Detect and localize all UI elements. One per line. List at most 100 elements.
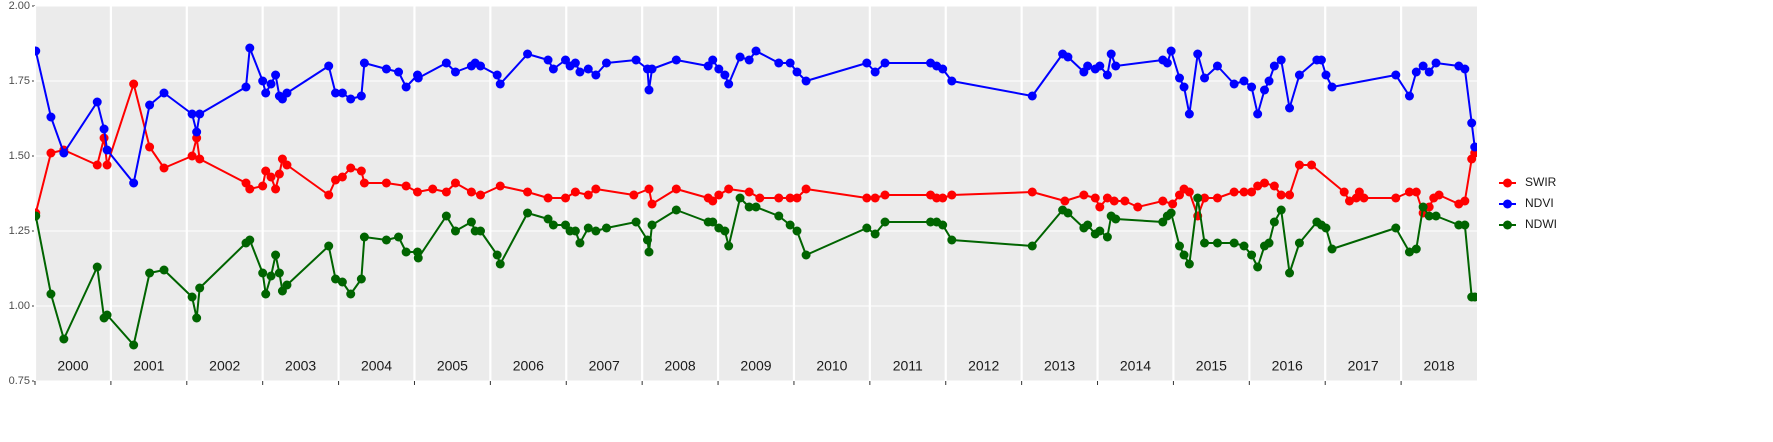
data-point xyxy=(870,193,880,203)
data-point xyxy=(1109,196,1119,206)
data-point xyxy=(1253,181,1263,191)
data-point xyxy=(282,160,292,170)
data-point xyxy=(1259,85,1269,95)
data-point xyxy=(785,58,795,68)
data-point xyxy=(862,58,872,68)
data-point xyxy=(774,193,784,203)
data-point xyxy=(1460,196,1470,206)
data-point xyxy=(1060,196,1070,206)
data-point xyxy=(583,64,593,74)
data-point xyxy=(1212,61,1222,71)
data-point xyxy=(714,64,724,74)
data-point xyxy=(274,169,284,179)
data-point xyxy=(1460,220,1470,230)
data-point xyxy=(359,232,369,242)
data-point xyxy=(1083,61,1093,71)
data-point xyxy=(187,292,197,302)
data-point xyxy=(1162,58,1172,68)
data-point xyxy=(1253,109,1263,119)
y-tick-label: 1.75 xyxy=(9,75,30,87)
data-point xyxy=(785,193,795,203)
series-line xyxy=(35,83,1476,217)
data-point xyxy=(1063,52,1073,62)
year-label: 2004 xyxy=(361,358,392,374)
data-point xyxy=(570,187,580,197)
data-point xyxy=(801,250,811,260)
data-point xyxy=(938,193,948,203)
data-point xyxy=(714,190,724,200)
data-point xyxy=(195,283,205,293)
data-point xyxy=(129,340,139,350)
data-point xyxy=(337,172,347,182)
data-point xyxy=(495,181,505,191)
data-point xyxy=(92,262,102,272)
data-point xyxy=(346,163,356,173)
data-point xyxy=(346,94,356,104)
data-point xyxy=(356,91,366,101)
data-point xyxy=(413,73,423,83)
data-point xyxy=(258,76,268,86)
data-point xyxy=(1111,61,1121,71)
data-point xyxy=(102,145,112,155)
data-point xyxy=(1200,73,1210,83)
data-point xyxy=(543,55,553,65)
data-point xyxy=(591,226,601,236)
data-point xyxy=(548,220,558,230)
data-point xyxy=(450,226,460,236)
data-point xyxy=(271,70,281,80)
data-point xyxy=(466,187,476,197)
data-point xyxy=(1307,160,1317,170)
data-point xyxy=(1327,244,1337,254)
data-point xyxy=(1411,67,1421,77)
data-point xyxy=(1276,55,1286,65)
data-point xyxy=(1253,262,1263,272)
data-point xyxy=(195,109,205,119)
data-point xyxy=(1276,190,1286,200)
data-point xyxy=(441,211,451,221)
data-point xyxy=(337,277,347,287)
data-point xyxy=(1090,193,1100,203)
data-point xyxy=(266,172,276,182)
data-point xyxy=(331,274,341,284)
data-point xyxy=(1359,193,1369,203)
data-point xyxy=(543,193,553,203)
data-point xyxy=(671,184,681,194)
data-point xyxy=(258,268,268,278)
data-point xyxy=(1434,190,1444,200)
data-point xyxy=(1239,187,1249,197)
legend-label: NDWI xyxy=(1525,217,1557,231)
data-point xyxy=(523,208,533,218)
data-point xyxy=(1294,160,1304,170)
data-point xyxy=(245,184,255,194)
legend-marker xyxy=(1503,178,1512,188)
year-label: 2002 xyxy=(209,358,240,374)
data-point xyxy=(1184,109,1194,119)
data-point xyxy=(644,85,654,95)
panel-background xyxy=(35,6,1477,381)
year-label: 2001 xyxy=(133,358,164,374)
data-point xyxy=(381,64,391,74)
data-point xyxy=(938,64,948,74)
data-point xyxy=(1168,199,1178,209)
data-point xyxy=(1200,193,1210,203)
data-point xyxy=(629,190,639,200)
data-point xyxy=(1404,247,1414,257)
data-point xyxy=(1179,82,1189,92)
data-point xyxy=(792,67,802,77)
data-point xyxy=(324,241,334,251)
data-point xyxy=(947,76,957,86)
data-point xyxy=(337,88,347,98)
legend-label: NDVI xyxy=(1525,196,1554,210)
plot-area xyxy=(35,43,1477,350)
data-point xyxy=(1285,268,1295,278)
data-point xyxy=(282,280,292,290)
data-point xyxy=(356,166,366,176)
data-point xyxy=(401,82,411,92)
data-point xyxy=(1184,259,1194,269)
data-point xyxy=(359,178,369,188)
year-label: 2000 xyxy=(57,358,88,374)
data-point xyxy=(724,79,734,89)
year-label: 2013 xyxy=(1044,358,1075,374)
data-point xyxy=(1418,202,1428,212)
data-point xyxy=(271,184,281,194)
